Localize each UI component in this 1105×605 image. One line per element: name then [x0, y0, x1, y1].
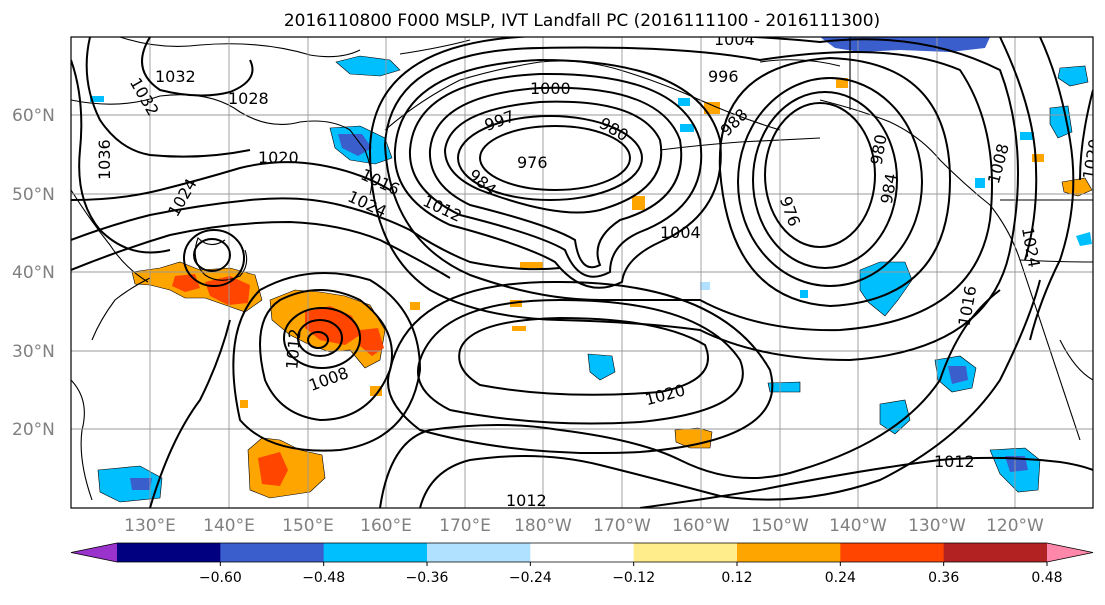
contour-label: 1036	[95, 139, 114, 180]
colorbar-swatch	[117, 543, 221, 562]
lon-label: 140°W	[829, 516, 887, 536]
contour-label: 1004	[714, 30, 755, 49]
colorbar-swatch	[220, 543, 325, 562]
colorbar-outline	[70, 542, 1094, 563]
lon-label: 170°W	[593, 516, 651, 536]
lat-label: 50°N	[12, 185, 55, 205]
lon-label: 120°W	[986, 516, 1044, 536]
contour-label: 1032	[155, 67, 196, 86]
colorbar-tick-label: −0.12	[612, 570, 655, 586]
colorbar-swatch	[530, 543, 635, 562]
lon-label: 140°E	[203, 516, 255, 536]
contour-label: 1012	[934, 452, 975, 471]
colorbar-tick-label: −0.48	[302, 570, 345, 586]
longitude-labels: 130°E 140°E 150°E 160°E 170°E 180°W 170°…	[124, 516, 1044, 536]
ivt-negative-arctic	[820, 37, 990, 52]
map-panel: 1032 1028 1032 1036 1024 1020 1016 1024 …	[71, 30, 1093, 510]
colorbar-swatch	[427, 543, 531, 562]
lat-label: 20°N	[12, 420, 55, 440]
lon-label: 150°E	[282, 516, 334, 536]
lat-label: 40°N	[12, 263, 55, 283]
ivt-strong-japan	[205, 276, 250, 305]
colorbar-swatch	[633, 543, 738, 562]
lon-label: 130°E	[124, 516, 176, 536]
colorbar-tick-label: −0.60	[199, 570, 242, 586]
contour-label: 1012	[506, 491, 547, 510]
lon-label: 170°E	[439, 516, 491, 536]
contour-labels: 1032 1028 1032 1036 1024 1020 1016 1024 …	[95, 30, 1093, 510]
contour-label: 1020	[258, 148, 299, 167]
mslp-contours	[71, 37, 1093, 508]
lon-label: 150°W	[751, 516, 809, 536]
colorbar-tick-label: −0.36	[406, 570, 449, 586]
contour-label: 976	[517, 153, 548, 172]
lon-label: 160°E	[360, 516, 412, 536]
contour-label: 1012	[282, 328, 304, 370]
colorbar-extend-high	[1047, 543, 1093, 562]
colorbar-tick-label: −0.24	[509, 570, 552, 586]
contour-label: 1028	[228, 89, 269, 108]
lon-label: 130°W	[908, 516, 966, 536]
colorbar-extend-low	[71, 543, 117, 562]
colorbar-tick-label: 0.12	[721, 570, 752, 586]
contour-label: 1004	[660, 223, 701, 242]
contour-label: 996	[708, 67, 739, 86]
colorbar-swatch	[943, 543, 1048, 562]
colorbar-tick-label: 0.48	[1031, 570, 1062, 586]
colorbar-tick-label: 0.36	[928, 570, 959, 586]
colorbar-swatch	[840, 543, 945, 562]
map-border	[70, 36, 1094, 509]
gridlines	[71, 37, 1093, 508]
colorbar: −0.60 −0.48 −0.36 −0.24 −0.12 0.12 0.24 0.36 0.4…	[70, 542, 1094, 586]
figure-title: 2016110800 F000 MSLP, IVT Landfall PC (2…	[284, 11, 880, 31]
lat-label: 60°N	[12, 106, 55, 126]
colorbar-tick-label: 0.24	[825, 570, 856, 586]
lon-label: 180°W	[514, 516, 572, 536]
colorbar-swatch	[323, 543, 428, 562]
colorbar-swatch	[737, 543, 841, 562]
contour-label: 1000	[530, 79, 571, 98]
lon-label: 160°W	[672, 516, 730, 536]
lat-label: 30°N	[12, 342, 55, 362]
latitude-labels: 60°N 50°N 40°N 30°N 20°N	[12, 106, 55, 440]
